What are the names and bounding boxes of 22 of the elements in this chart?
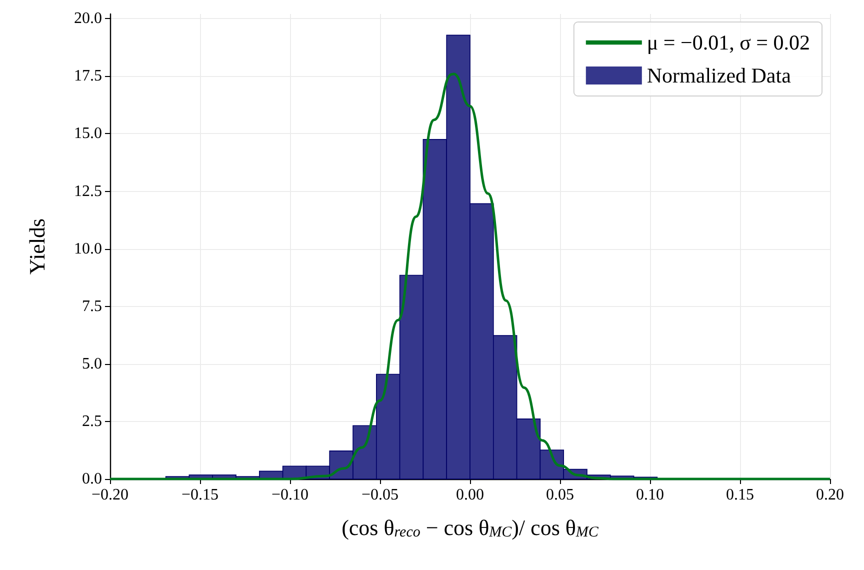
y-tick-label: 12.5	[74, 182, 102, 200]
x-tick-label: 0.20	[816, 486, 844, 504]
y-tick-label: 15.0	[74, 125, 102, 142]
y-tick-label: 10.0	[74, 240, 102, 258]
y-tick-label: 2.5	[82, 412, 102, 430]
x-tick-label: −0.05	[361, 486, 399, 504]
x-tick-label: −0.20	[91, 486, 129, 504]
x-tick-label: 0.00	[456, 486, 484, 504]
y-tick-label: 7.5	[82, 298, 102, 315]
x-tick-label: −0.10	[271, 486, 309, 504]
y-tick-label: 5.0	[82, 355, 102, 372]
x-tick-label: 0.10	[636, 486, 664, 504]
legend-label: Normalized Data	[646, 64, 792, 88]
legend-label: μ = −0.01, σ = 0.02	[646, 30, 810, 54]
x-tick-label: −0.15	[181, 486, 219, 504]
y-tick-label: 0.0	[82, 470, 102, 488]
x-tick-label: 0.15	[726, 486, 754, 504]
y-tick-label: 17.5	[74, 68, 102, 85]
y-axis-title: Yields	[24, 218, 50, 275]
x-tick-label: 0.05	[546, 486, 574, 504]
x-axis-title: (cos θreco − cos θMC)/ cos θMC	[342, 515, 600, 540]
y-tick-label: 20.0	[74, 10, 102, 28]
